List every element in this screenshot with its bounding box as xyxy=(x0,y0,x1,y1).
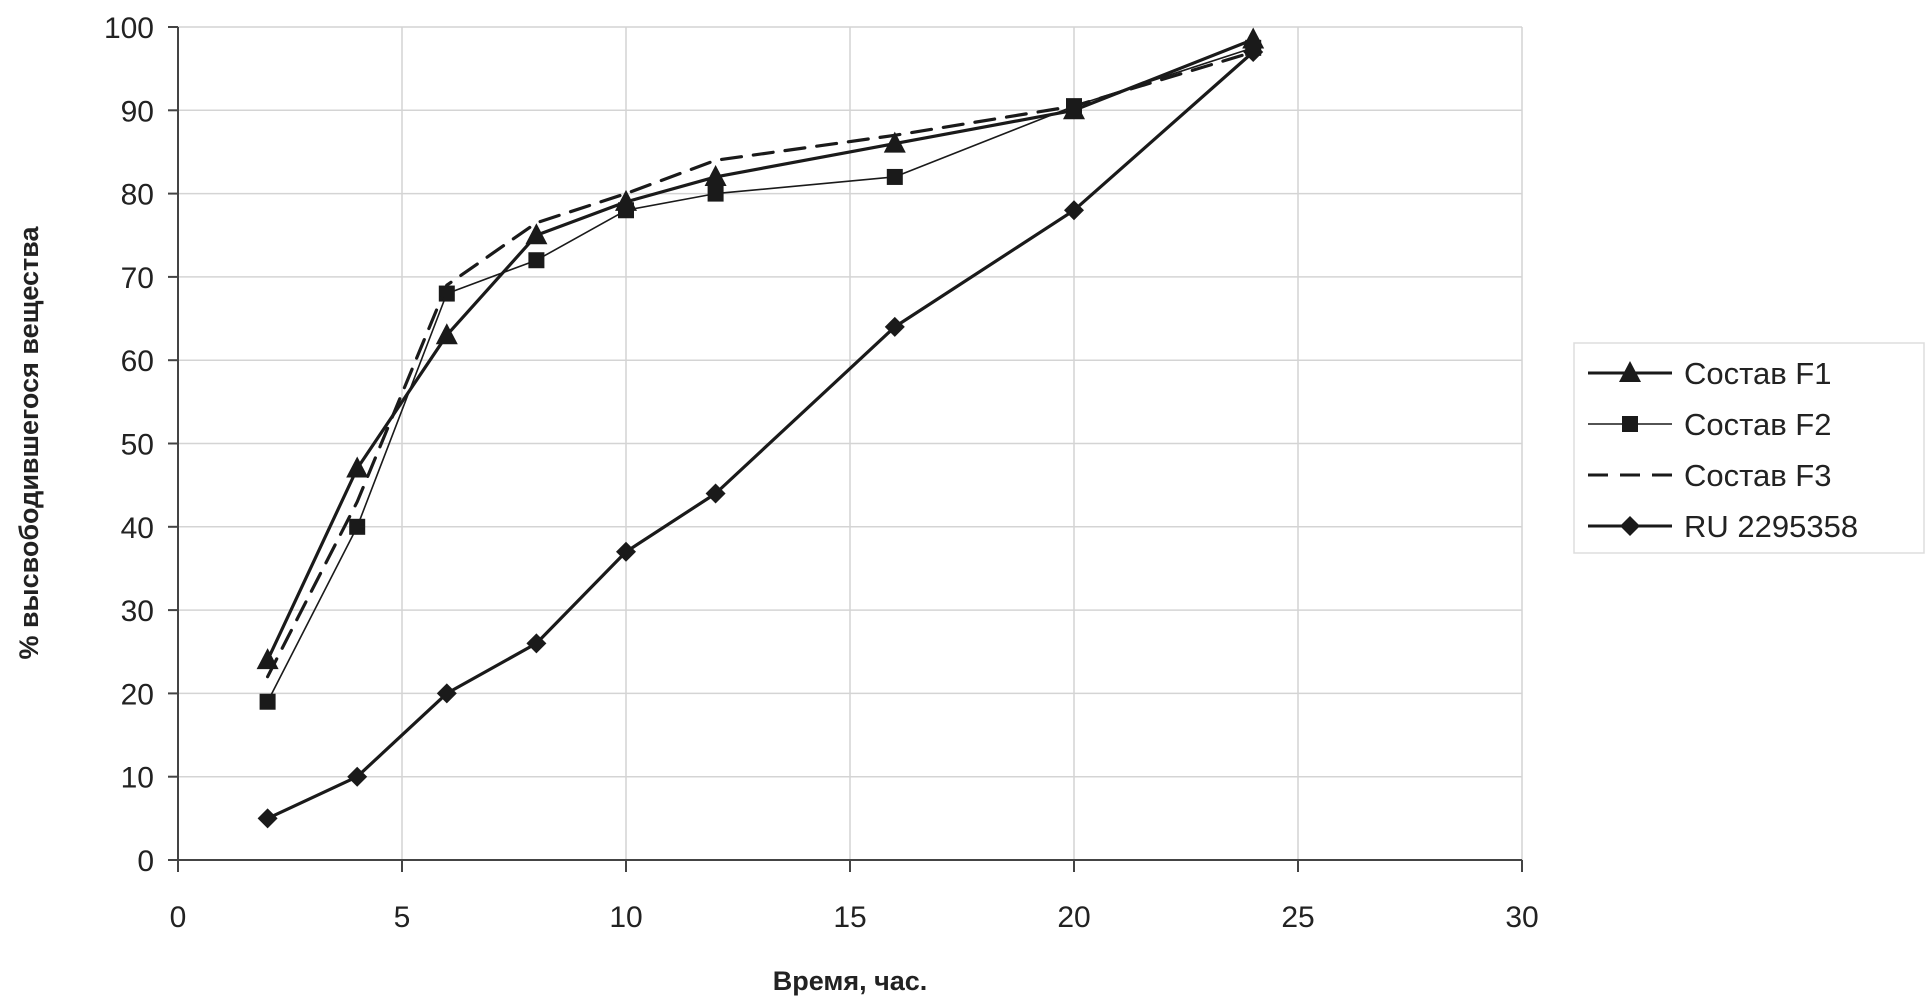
data-point-square xyxy=(887,169,903,185)
series-состав-f3 xyxy=(268,52,1254,677)
y-tick-label: 30 xyxy=(121,595,154,628)
series-line xyxy=(268,48,1254,702)
y-tick-label: 70 xyxy=(121,262,154,295)
x-tick-label: 10 xyxy=(609,901,642,934)
x-axis-title: Время, час. xyxy=(773,966,928,996)
y-tick-label: 10 xyxy=(121,762,154,795)
series-ru-2295358 xyxy=(258,42,1264,828)
legend-label: Состав F1 xyxy=(1684,356,1831,391)
legend-label: Состав F3 xyxy=(1684,458,1831,493)
series-line xyxy=(268,40,1254,661)
y-tick-label: 100 xyxy=(104,12,154,45)
data-point-square xyxy=(528,252,544,268)
y-tick-label: 0 xyxy=(137,845,154,878)
data-point-square xyxy=(618,202,634,218)
y-tick-label: 20 xyxy=(121,678,154,711)
series-line xyxy=(268,52,1254,677)
x-tick-label: 25 xyxy=(1281,901,1314,934)
x-tick-label: 20 xyxy=(1057,901,1090,934)
data-point-diamond xyxy=(258,808,278,828)
x-tick-label: 0 xyxy=(170,901,187,934)
y-tick-label: 40 xyxy=(121,512,154,545)
series-group xyxy=(257,27,1265,828)
y-tick-label: 60 xyxy=(121,345,154,378)
legend-marker-square xyxy=(1622,416,1638,432)
data-point-square xyxy=(708,186,724,202)
legend-label: Состав F2 xyxy=(1684,407,1831,442)
y-tick-label: 50 xyxy=(121,429,154,462)
legend-label: RU 2295358 xyxy=(1684,509,1858,544)
x-tick-label: 30 xyxy=(1505,901,1538,934)
series-состав-f1 xyxy=(257,27,1265,669)
y-tick-label: 90 xyxy=(121,95,154,128)
y-axis-title: % высвободившегося вещества xyxy=(14,225,44,659)
y-tick-label: 80 xyxy=(121,179,154,212)
data-point-square xyxy=(260,694,276,710)
x-tick-label: 5 xyxy=(394,901,411,934)
legend: Состав F1 Состав F2 Состав F3 RU 2295358 xyxy=(1574,343,1924,553)
data-point-square xyxy=(349,519,365,535)
x-tick-label: 15 xyxy=(833,901,866,934)
